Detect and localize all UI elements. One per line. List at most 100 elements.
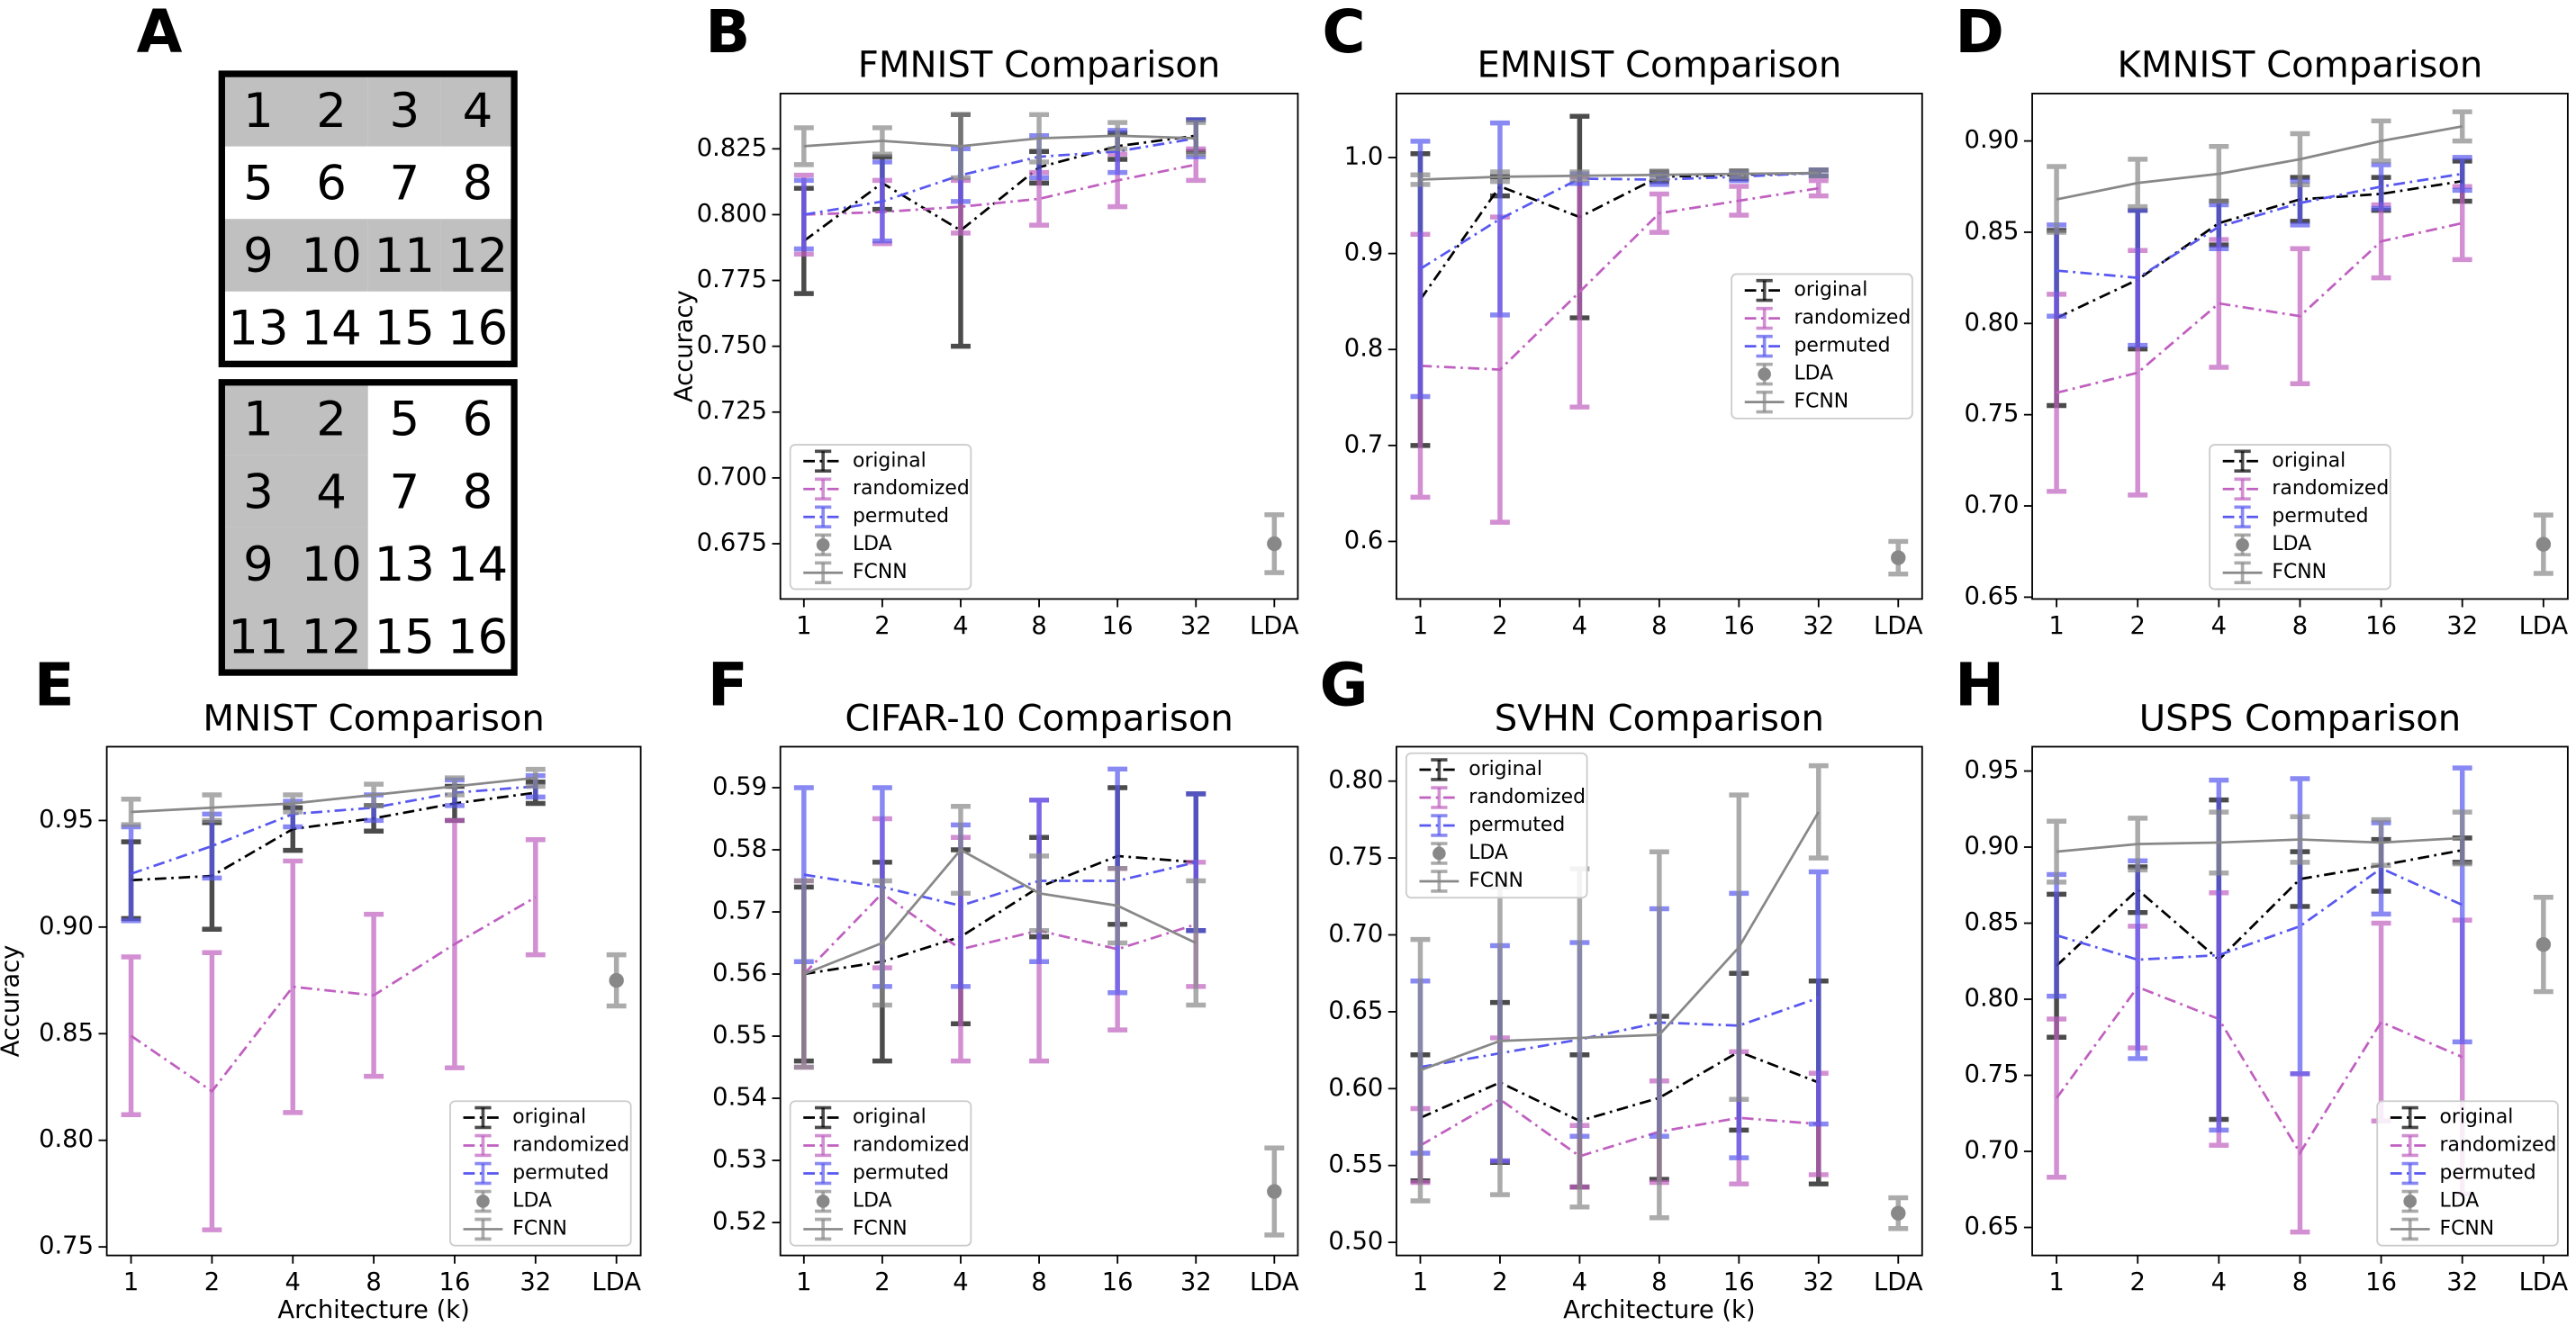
- legend-swatch: [2222, 561, 2263, 584]
- legend: original randomized permuted LDA FCNN: [1731, 273, 1913, 419]
- x-tick-label: 32: [1803, 612, 1834, 640]
- x-tick-label: 1: [123, 1268, 139, 1296]
- legend-dot: [2403, 1195, 2418, 1208]
- legend-swatch: [463, 1105, 503, 1130]
- legend-swatch: [803, 1105, 844, 1130]
- legend-swatch: [815, 1189, 832, 1213]
- x-axis-label: Architecture (k): [1563, 1296, 1755, 1324]
- grid-number: 3: [389, 84, 420, 139]
- grid-number: 8: [463, 465, 493, 519]
- y-tick-label: 0.95: [1965, 756, 2020, 784]
- legend-dot: [1758, 367, 1771, 381]
- grid-cell: [294, 455, 368, 528]
- legend-box: [789, 444, 972, 591]
- legend: original randomized permuted LDA FCNN: [2209, 444, 2391, 591]
- legend-box: [449, 1100, 632, 1247]
- data-point: [1891, 1205, 1906, 1221]
- grid-number: 10: [301, 537, 361, 592]
- series-line: [803, 848, 1197, 976]
- y-tick-label: 0.800: [697, 200, 767, 228]
- x-tick-label: 8: [1651, 612, 1667, 640]
- series-line: [131, 791, 536, 882]
- legend-label: permuted: [1794, 335, 1890, 357]
- legend: original randomized permuted LDA FCNN: [1405, 752, 1588, 899]
- x-tick-label: 32: [2446, 612, 2478, 640]
- series-line: [1420, 186, 1820, 372]
- legend-label: randomized: [1469, 786, 1586, 808]
- legend-swatch: [2222, 477, 2263, 501]
- legend-label: permuted: [853, 505, 949, 528]
- x-tick-label: 2: [1492, 1268, 1507, 1296]
- grid-number: 9: [243, 229, 274, 284]
- y-tick-label: 0.55: [1328, 1150, 1383, 1178]
- y-tick-label: 0.90: [1965, 833, 2020, 861]
- legend-label: LDA: [1794, 363, 1833, 385]
- legend-label: LDA: [2272, 533, 2311, 555]
- legend-box: [1405, 752, 1588, 899]
- x-tick-label: LDA: [592, 1268, 641, 1296]
- x-tick-label: 8: [1651, 1268, 1667, 1296]
- grid-number: 13: [375, 537, 435, 592]
- grid-border: [218, 379, 518, 676]
- data-point: [1891, 550, 1906, 565]
- panel-letter: A: [137, 0, 183, 67]
- error-bar: [1410, 936, 1431, 1204]
- legend-label: permuted: [2272, 505, 2368, 528]
- x-tick-label: 32: [1180, 612, 1212, 640]
- x-tick-label: 16: [2365, 1268, 2397, 1296]
- legend-swatch: [1744, 390, 1785, 414]
- y-tick-label: 0.65: [1965, 1213, 2020, 1240]
- x-tick-label: 4: [1572, 612, 1587, 640]
- legend-swatch: [2234, 533, 2251, 557]
- x-tick-label: 8: [2292, 612, 2308, 640]
- x-tick-label: 2: [874, 612, 890, 640]
- legend-label: randomized: [512, 1133, 629, 1156]
- x-tick-label: 4: [1572, 1268, 1587, 1296]
- grid-number: 14: [447, 537, 508, 592]
- x-tick-label: 1: [1413, 612, 1428, 640]
- error-bar: [2452, 109, 2472, 144]
- legend-swatch: [1744, 334, 1785, 358]
- y-tick-label: 0.80: [1965, 309, 2020, 337]
- grid-number: 2: [316, 84, 347, 139]
- legend-box: [789, 1100, 972, 1247]
- legend-label: LDA: [1469, 842, 1508, 864]
- series-line: [802, 891, 1197, 975]
- legend-swatch: [1419, 814, 1460, 837]
- series-line: [803, 137, 1197, 216]
- grid-cell: [294, 382, 368, 456]
- y-tick-label: 0.80: [39, 1125, 94, 1153]
- y-tick-label: 0.9: [1344, 239, 1384, 266]
- grid-number: 5: [243, 157, 274, 212]
- series-line: [2056, 172, 2463, 280]
- x-tick-label: 8: [366, 1268, 381, 1296]
- series-line: [803, 861, 1197, 907]
- grid-cell: [221, 382, 295, 456]
- y-tick-label: 0.80: [1328, 766, 1383, 794]
- grid-number: 7: [389, 157, 420, 212]
- x-tick-label: 32: [1803, 1268, 1834, 1296]
- legend-label: permuted: [512, 1161, 609, 1184]
- series-line: [1420, 997, 1820, 1069]
- legend-label: FCNN: [1794, 391, 1848, 413]
- grid-cell: [221, 527, 295, 600]
- legend-swatch: [2222, 505, 2263, 529]
- chart-title: SVHN Comparison: [1495, 698, 1824, 739]
- y-tick-label: 0.90: [1965, 126, 2020, 154]
- y-tick-label: 0.75: [1965, 1060, 2020, 1088]
- legend-swatch: [463, 1161, 503, 1186]
- x-tick-label: 32: [1180, 1268, 1212, 1296]
- x-tick-label: LDA: [1874, 1268, 1923, 1296]
- series-line: [2056, 867, 2463, 961]
- y-tick-label: 0.825: [697, 134, 767, 162]
- legend-swatch: [1756, 362, 1773, 386]
- x-tick-label: 8: [1031, 1268, 1046, 1296]
- legend-swatch: [1431, 842, 1448, 865]
- y-tick-label: 0.700: [697, 463, 767, 491]
- grid-cell: [294, 219, 368, 292]
- legend-swatch: [803, 449, 844, 474]
- x-tick-label: 1: [796, 1268, 811, 1296]
- grid-cell: [440, 219, 515, 292]
- grid-number: 15: [375, 302, 435, 356]
